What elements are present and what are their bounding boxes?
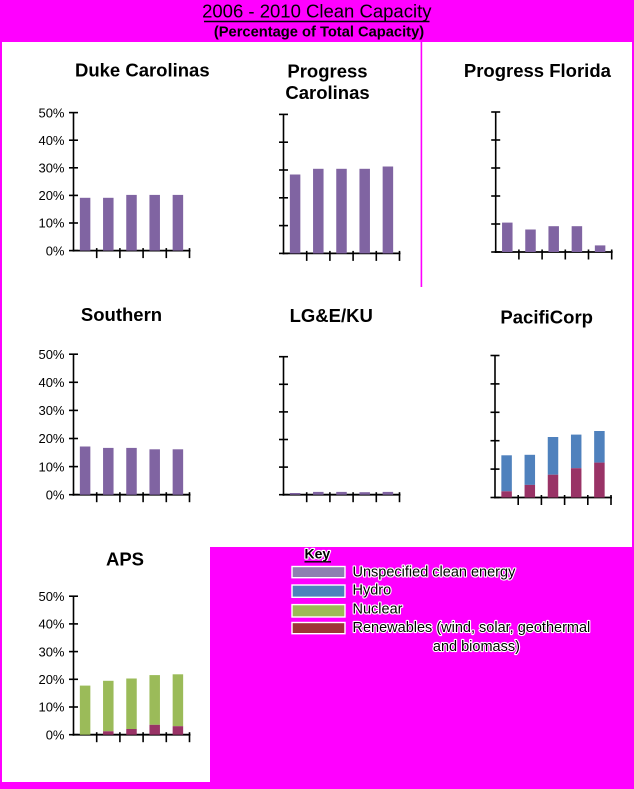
svg-text:Nuclear: Nuclear — [353, 601, 403, 617]
svg-text:30%: 30% — [38, 644, 64, 659]
svg-text:10%: 10% — [38, 700, 64, 715]
svg-text:30%: 30% — [38, 403, 64, 418]
svg-text:Duke Carolinas: Duke Carolinas — [75, 60, 210, 81]
svg-text:20%: 20% — [38, 188, 64, 203]
svg-text:10%: 10% — [38, 459, 64, 474]
svg-text:APS: APS — [106, 549, 144, 570]
svg-text:Carolinas: Carolinas — [285, 82, 369, 103]
svg-text:Unspecified clean energy: Unspecified clean energy — [353, 565, 517, 581]
svg-text:0%: 0% — [46, 487, 65, 502]
svg-text:30%: 30% — [38, 161, 64, 176]
svg-text:50%: 50% — [38, 347, 64, 362]
svg-text:40%: 40% — [38, 617, 64, 632]
svg-text:40%: 40% — [38, 375, 64, 390]
svg-text:LG&E/KU: LG&E/KU — [290, 305, 373, 326]
svg-text:Progress Florida: Progress Florida — [464, 60, 612, 81]
svg-text:PacifiCorp: PacifiCorp — [500, 307, 593, 328]
svg-text:20%: 20% — [38, 672, 64, 687]
svg-text:10%: 10% — [38, 216, 64, 231]
svg-text:50%: 50% — [38, 589, 64, 604]
svg-text:2006 - 2010 Clean Capacity: 2006 - 2010 Clean Capacity — [202, 0, 432, 21]
svg-text:40%: 40% — [38, 133, 64, 148]
svg-text:50%: 50% — [38, 105, 64, 120]
svg-text:(Percentage of Total Capacity): (Percentage of Total Capacity) — [214, 24, 424, 40]
svg-text:Hydro: Hydro — [353, 583, 392, 599]
svg-text:Progress: Progress — [287, 61, 367, 82]
svg-text:0%: 0% — [46, 727, 65, 742]
svg-text:Key: Key — [305, 546, 331, 562]
svg-text:and biomass): and biomass) — [433, 639, 520, 655]
svg-text:Southern: Southern — [81, 304, 162, 325]
svg-text:0%: 0% — [46, 243, 65, 258]
svg-text:Renewables (wind, solar, geoth: Renewables (wind, solar, geothermal — [353, 620, 591, 636]
svg-text:20%: 20% — [38, 431, 64, 446]
